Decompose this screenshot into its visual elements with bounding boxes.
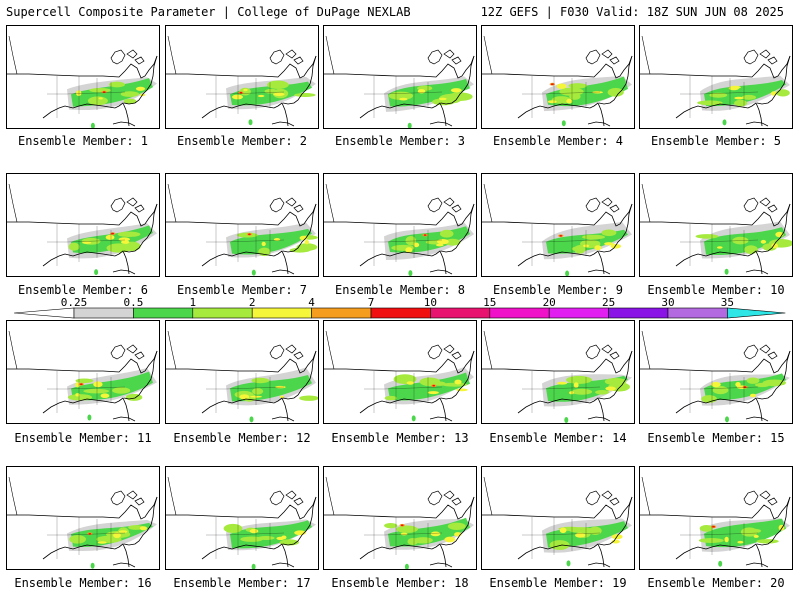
ensemble-member-label: Ensemble Member: 6 — [17, 283, 149, 297]
ensemble-member-map — [165, 466, 319, 570]
colorbar-segment — [251, 307, 312, 319]
ensemble-member-map — [6, 320, 160, 424]
ensemble-member-label: Ensemble Member: 9 — [492, 283, 624, 297]
ensemble-member-label: Ensemble Member: 7 — [176, 283, 308, 297]
ensemble-member-map — [481, 320, 635, 424]
header-valid-time: 12Z GEFS | F030 Valid: 18Z SUN JUN 08 20… — [480, 5, 784, 19]
ensemble-member-map — [323, 173, 477, 277]
ensemble-member-map — [481, 173, 635, 277]
ensemble-member-label: Ensemble Member: 16 — [14, 576, 152, 590]
colorbar-tick-label: 20 — [542, 296, 556, 309]
colorbar-segment — [489, 307, 550, 319]
colorbar-segment — [192, 307, 253, 319]
ensemble-member-label: Ensemble Member: 5 — [650, 134, 782, 148]
colorbar-tick-label: 2 — [248, 296, 256, 309]
ensemble-member-map — [323, 25, 477, 129]
ensemble-member-label: Ensemble Member: 14 — [489, 431, 627, 445]
ensemble-member-map — [639, 25, 793, 129]
ensemble-member-map — [165, 320, 319, 424]
colorbar-tick-label: 35 — [720, 296, 735, 309]
colorbar-segment — [73, 307, 134, 319]
ensemble-member-label: Ensemble Member: 20 — [647, 576, 785, 590]
ensemble-member-map — [323, 320, 477, 424]
colorbar-segment — [133, 307, 194, 319]
colorbar-left-arrow — [14, 307, 75, 319]
ensemble-member-map — [165, 173, 319, 277]
colorbar-tick-label: 7 — [367, 296, 375, 309]
colorbar-segment — [370, 307, 431, 319]
colorbar — [14, 307, 786, 319]
colorbar-tick-label: 0.25 — [60, 296, 88, 309]
ensemble-member-label: Ensemble Member: 13 — [331, 431, 469, 445]
colorbar-right-arrow — [727, 307, 786, 319]
ensemble-member-label: Ensemble Member: 19 — [489, 576, 627, 590]
colorbar-segment — [430, 307, 491, 319]
ensemble-member-label: Ensemble Member: 3 — [334, 134, 466, 148]
ensemble-member-map — [6, 173, 160, 277]
colorbar-segment — [667, 307, 728, 319]
ensemble-member-label: Ensemble Member: 4 — [492, 134, 624, 148]
ensemble-member-label: Ensemble Member: 15 — [647, 431, 785, 445]
ensemble-member-map — [323, 466, 477, 570]
colorbar-tick-label: 25 — [601, 296, 616, 309]
colorbar-tick-label: 15 — [483, 296, 497, 309]
ensemble-member-label: Ensemble Member: 17 — [173, 576, 311, 590]
colorbar-segment — [608, 307, 669, 319]
ensemble-member-label: Ensemble Member: 8 — [334, 283, 466, 297]
ensemble-member-map — [481, 466, 635, 570]
ensemble-member-map — [639, 320, 793, 424]
ensemble-member-map — [481, 25, 635, 129]
ensemble-member-label: Ensemble Member: 18 — [331, 576, 469, 590]
colorbar-tick-label: 30 — [661, 296, 675, 309]
colorbar-tick-label: 10 — [423, 296, 438, 309]
ensemble-member-map — [6, 466, 160, 570]
ensemble-member-map — [6, 25, 160, 129]
ensemble-member-label: Ensemble Member: 1 — [17, 134, 149, 148]
ensemble-member-map — [165, 25, 319, 129]
ensemble-member-label: Ensemble Member: 2 — [176, 134, 308, 148]
colorbar-segment — [548, 307, 609, 319]
ensemble-member-map — [639, 466, 793, 570]
ensemble-member-label: Ensemble Member: 10 — [647, 283, 785, 297]
ensemble-member-label: Ensemble Member: 11 — [14, 431, 152, 445]
colorbar-tick-label: 0.5 — [123, 296, 144, 309]
ensemble-member-map — [639, 173, 793, 277]
colorbar-tick-label: 1 — [189, 296, 197, 309]
colorbar-tick-label: 4 — [308, 296, 315, 309]
colorbar-segment — [311, 307, 372, 319]
header-title: Supercell Composite Parameter | College … — [6, 5, 411, 19]
ensemble-member-label: Ensemble Member: 12 — [173, 431, 311, 445]
